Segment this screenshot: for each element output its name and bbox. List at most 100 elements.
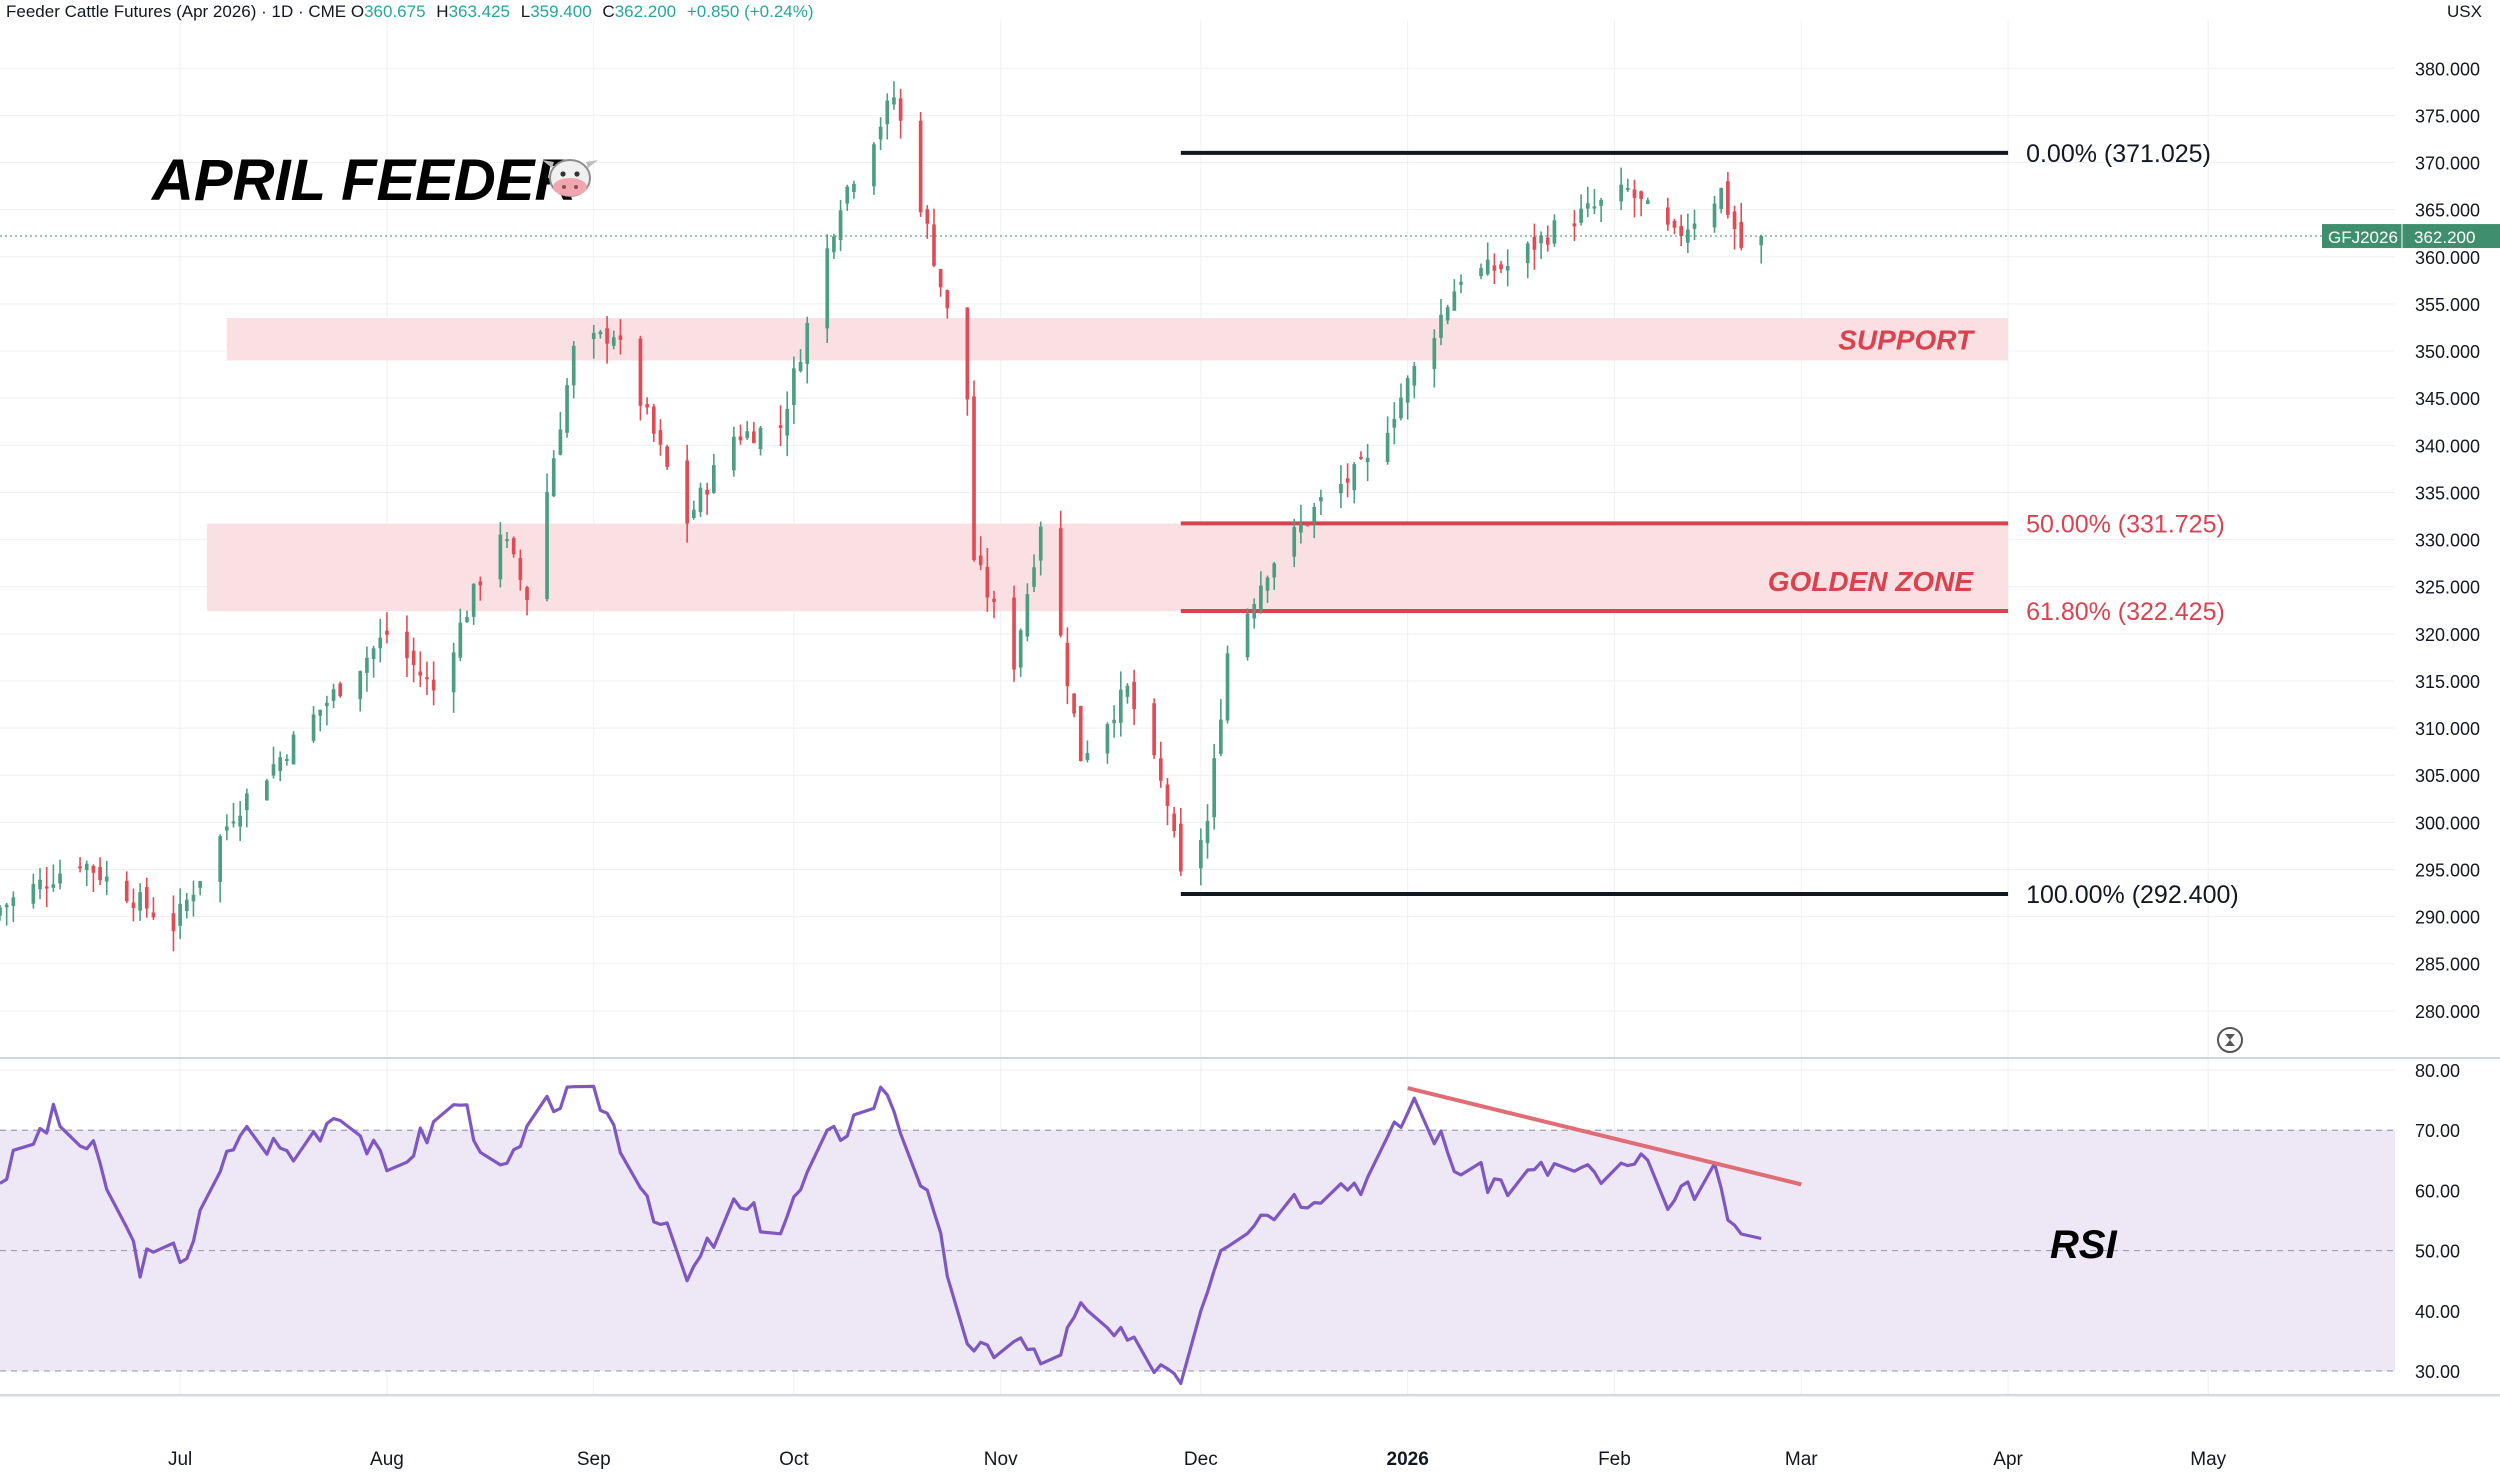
candle-body[interactable] bbox=[1492, 265, 1497, 271]
candle-body[interactable] bbox=[84, 863, 89, 871]
candle-body[interactable] bbox=[1679, 225, 1684, 236]
candle-body[interactable] bbox=[691, 509, 696, 518]
candle-body[interactable] bbox=[1739, 221, 1744, 248]
candle-body[interactable] bbox=[1439, 314, 1443, 338]
candle-body[interactable] bbox=[685, 460, 689, 524]
candle-body[interactable] bbox=[1265, 577, 1270, 591]
candle-body[interactable] bbox=[238, 815, 243, 827]
candle-body[interactable] bbox=[525, 587, 529, 600]
candle-body[interactable] bbox=[1292, 527, 1297, 557]
candle-body[interactable] bbox=[478, 581, 483, 586]
candle-body[interactable] bbox=[1345, 478, 1350, 483]
candle-body[interactable] bbox=[98, 867, 102, 881]
candle-body[interactable] bbox=[365, 657, 369, 673]
candle-body[interactable] bbox=[1105, 724, 1110, 754]
candle-body[interactable] bbox=[425, 677, 429, 680]
candle-body[interactable] bbox=[371, 648, 376, 660]
currency-label[interactable]: USX bbox=[2447, 2, 2482, 21]
candle-body[interactable] bbox=[198, 881, 202, 888]
candle-body[interactable] bbox=[1572, 223, 1577, 227]
candle-body[interactable] bbox=[1412, 366, 1417, 386]
candle-body[interactable] bbox=[898, 98, 903, 121]
candle-body[interactable] bbox=[1759, 236, 1764, 246]
candle-body[interactable] bbox=[651, 406, 656, 434]
candle-body[interactable] bbox=[558, 429, 563, 455]
candle-body[interactable] bbox=[918, 120, 923, 213]
candle-body[interactable] bbox=[51, 884, 56, 888]
candle-body[interactable] bbox=[1118, 689, 1123, 723]
candle-body[interactable] bbox=[1445, 307, 1450, 321]
candle-body[interactable] bbox=[1545, 237, 1550, 245]
candle-body[interactable] bbox=[965, 307, 970, 400]
candle-body[interactable] bbox=[1672, 220, 1677, 228]
candle-body[interactable] bbox=[1078, 706, 1083, 762]
last-price-tag[interactable]: GFJ2026 362.200 bbox=[2322, 224, 2500, 249]
candle-body[interactable] bbox=[1585, 203, 1590, 209]
candle-body[interactable] bbox=[1499, 264, 1503, 270]
candle-body[interactable] bbox=[518, 557, 523, 580]
candle-body[interactable] bbox=[1058, 528, 1063, 636]
candle-body[interactable] bbox=[545, 492, 549, 600]
candle-body[interactable] bbox=[358, 671, 363, 700]
candle-body[interactable] bbox=[1532, 236, 1537, 250]
candle-body[interactable] bbox=[1038, 526, 1043, 561]
candle-body[interactable] bbox=[38, 879, 42, 890]
candle-body[interactable] bbox=[1505, 265, 1510, 271]
candle-body[interactable] bbox=[605, 328, 609, 344]
candle-body[interactable] bbox=[1385, 432, 1390, 463]
candle-body[interactable] bbox=[1065, 642, 1070, 687]
candle-body[interactable] bbox=[792, 368, 796, 406]
candle-body[interactable] bbox=[1712, 203, 1717, 228]
candle-body[interactable] bbox=[1158, 758, 1163, 781]
candle-body[interactable] bbox=[431, 679, 436, 691]
candle-body[interactable] bbox=[611, 337, 616, 346]
candle-body[interactable] bbox=[1625, 188, 1630, 191]
candle-body[interactable] bbox=[1732, 211, 1737, 230]
candle-body[interactable] bbox=[1072, 693, 1076, 714]
candle-body[interactable] bbox=[1359, 456, 1363, 459]
clock-icon[interactable] bbox=[2217, 1027, 2243, 1053]
candle-body[interactable] bbox=[1025, 594, 1030, 637]
candle-body[interactable] bbox=[505, 539, 509, 542]
candle-body[interactable] bbox=[11, 897, 16, 906]
candle-body[interactable] bbox=[1112, 719, 1116, 724]
candle-body[interactable] bbox=[465, 617, 469, 623]
candle-body[interactable] bbox=[498, 534, 503, 580]
candle-body[interactable] bbox=[798, 361, 803, 372]
candle-body[interactable] bbox=[1392, 418, 1397, 428]
candle-body[interactable] bbox=[845, 186, 850, 204]
candle-body[interactable] bbox=[291, 734, 296, 765]
zone-band[interactable] bbox=[206, 523, 2009, 612]
candle-body[interactable] bbox=[151, 912, 156, 918]
candle-body[interactable] bbox=[972, 396, 976, 561]
candle-body[interactable] bbox=[598, 331, 603, 335]
candle-body[interactable] bbox=[591, 332, 596, 340]
candle-body[interactable] bbox=[184, 899, 189, 911]
candle-body[interactable] bbox=[78, 866, 82, 869]
candle-body[interactable] bbox=[1259, 585, 1263, 611]
candle-body[interactable] bbox=[311, 714, 316, 741]
candle-body[interactable] bbox=[1599, 199, 1603, 206]
candle-body[interactable] bbox=[758, 427, 763, 450]
candle-body[interactable] bbox=[1459, 281, 1463, 285]
candle-body[interactable] bbox=[1686, 229, 1690, 243]
candle-body[interactable] bbox=[778, 425, 783, 428]
candle-body[interactable] bbox=[838, 210, 843, 241]
candle-body[interactable] bbox=[1452, 291, 1457, 311]
candle-body[interactable] bbox=[565, 385, 569, 433]
candle-body[interactable] bbox=[4, 904, 9, 908]
candle-body[interactable] bbox=[658, 430, 663, 445]
candle-body[interactable] bbox=[405, 631, 409, 659]
candle-body[interactable] bbox=[144, 887, 149, 909]
candle-body[interactable] bbox=[805, 322, 810, 364]
candle-body[interactable] bbox=[1272, 563, 1277, 578]
candle-body[interactable] bbox=[1365, 457, 1370, 463]
candle-body[interactable] bbox=[451, 652, 456, 693]
candle-body[interactable] bbox=[178, 903, 182, 926]
candle-body[interactable] bbox=[1405, 378, 1410, 403]
candle-body[interactable] bbox=[44, 886, 49, 889]
candle-body[interactable] bbox=[1305, 523, 1310, 526]
candle-body[interactable] bbox=[131, 902, 136, 908]
candle-body[interactable] bbox=[278, 757, 283, 771]
